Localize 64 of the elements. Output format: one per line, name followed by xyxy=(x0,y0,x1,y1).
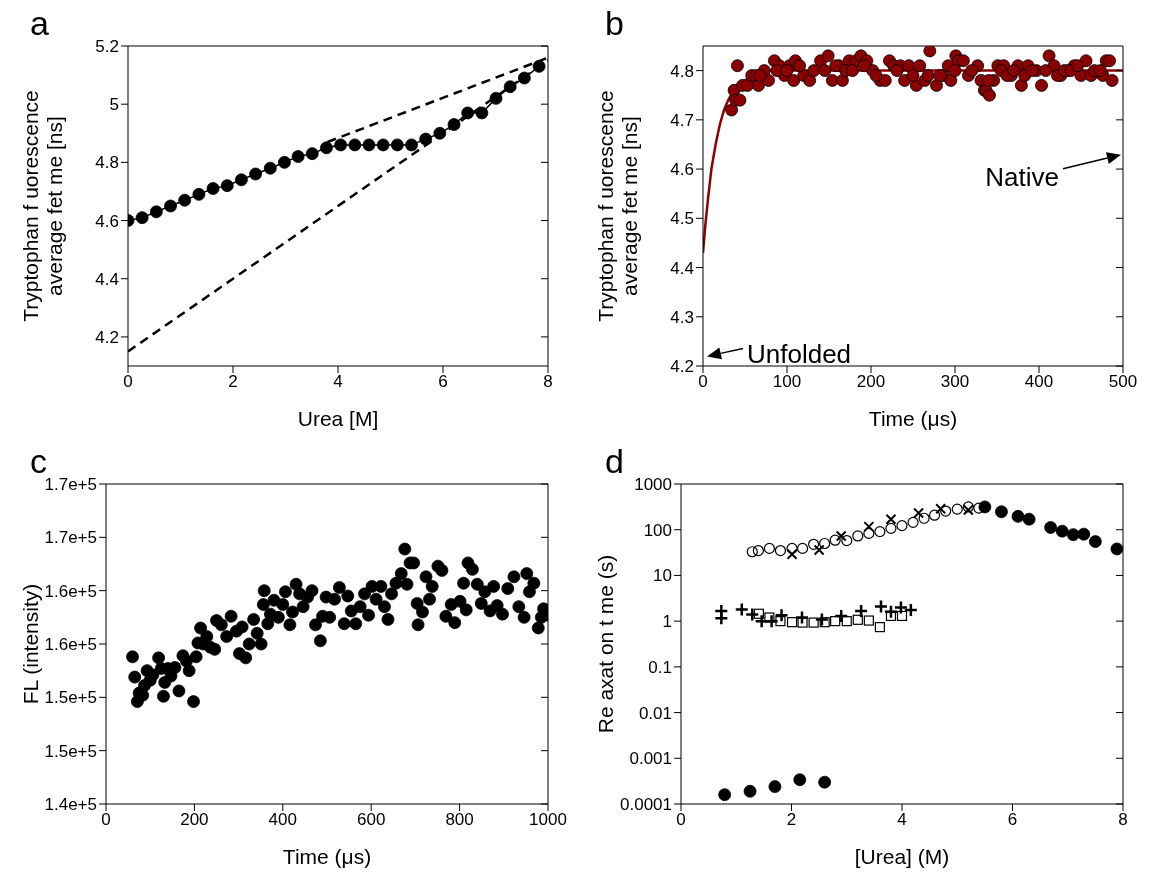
chart-title: c xyxy=(30,442,47,480)
y-tick-label: 1000 xyxy=(634,475,672,495)
x-tick-label: 1000 xyxy=(529,810,567,830)
y-tick-label: 4.5 xyxy=(670,209,694,229)
y-axis-title: Re axat on t me (s) xyxy=(594,554,617,734)
x-tick-label: 100 xyxy=(772,372,802,392)
y-tick-label: 4.3 xyxy=(670,307,694,327)
y-tick-label: 5 xyxy=(109,95,119,115)
y-tick-label: 4.7 xyxy=(670,110,694,130)
x-axis-title: [Urea] (M) xyxy=(854,845,950,868)
x-tick-label: 400 xyxy=(268,810,297,830)
x-tick-label: 600 xyxy=(357,810,386,830)
y-tick-label: 0.1 xyxy=(648,657,672,677)
x-axis-title: Time (μs) xyxy=(868,407,958,430)
y-tick-label: 0.0001 xyxy=(620,795,672,815)
y-tick-label: 1.6e+5 xyxy=(44,581,97,601)
x-tick-label: 8 xyxy=(1118,810,1128,830)
x-tick-label: 800 xyxy=(445,810,474,830)
chart-title: d xyxy=(605,442,624,481)
annotation: Native xyxy=(985,161,1059,192)
y-tick-label: 1.5e+5 xyxy=(44,688,97,708)
y-axis-title: Tryptophan f uorescence average fet me [ns] xyxy=(19,90,66,322)
x-tick-label: 4 xyxy=(897,810,907,830)
x-tick-label: 0 xyxy=(101,810,111,830)
chart-title: a xyxy=(30,4,49,43)
x-tick-label: 0 xyxy=(676,810,686,830)
y-tick-label: 1.7e+5 xyxy=(44,475,97,495)
y-tick-label: 4.6 xyxy=(670,160,694,180)
y-tick-label: 4.2 xyxy=(670,357,694,377)
annotation: Unfolded xyxy=(747,339,852,370)
x-tick-label: 6 xyxy=(438,372,448,392)
x-tick-label: 4 xyxy=(333,372,343,392)
y-axis-title: FL (intensity) xyxy=(19,583,42,705)
y-tick-label: 5.2 xyxy=(95,37,119,57)
y-tick-label: 100 xyxy=(643,520,672,540)
chart-title: b xyxy=(605,4,624,43)
x-tick-label: 6 xyxy=(1007,810,1018,830)
x-tick-label: 8 xyxy=(543,372,553,392)
x-tick-label: 300 xyxy=(940,372,970,392)
x-axis-title: Time (μs) xyxy=(282,845,372,868)
y-tick-label: 1.4e+5 xyxy=(44,795,97,815)
y-tick-label: 0.001 xyxy=(629,749,672,769)
x-tick-label: 2 xyxy=(786,810,797,830)
y-axis-title: Tryptophan f uorescence average fet me [ns] xyxy=(594,90,641,322)
y-tick-label: 0.01 xyxy=(638,703,672,723)
x-tick-label: 0 xyxy=(123,372,133,392)
x-tick-label: 200 xyxy=(856,372,886,392)
y-tick-label: 4.4 xyxy=(95,269,119,289)
y-tick-label: 1.6e+5 xyxy=(44,635,97,655)
x-tick-label: 400 xyxy=(1024,372,1054,392)
y-tick-label: 4.8 xyxy=(95,153,119,173)
x-tick-label: 200 xyxy=(180,810,209,830)
y-tick-label: 4.2 xyxy=(95,327,119,347)
x-tick-label: 0 xyxy=(698,372,708,392)
y-tick-label: 1.5e+5 xyxy=(44,741,97,761)
y-tick-label: 4.8 xyxy=(670,61,694,81)
y-tick-label: 4.4 xyxy=(670,258,694,278)
y-tick-label: 4.6 xyxy=(95,211,119,231)
x-tick-label: 2 xyxy=(228,372,238,392)
y-tick-label: 10 xyxy=(653,566,672,586)
y-tick-label: 1 xyxy=(662,612,672,632)
x-tick-label: 500 xyxy=(1108,372,1138,392)
x-axis-title: Urea [M] xyxy=(297,407,379,430)
y-tick-label: 1.7e+5 xyxy=(44,528,97,548)
